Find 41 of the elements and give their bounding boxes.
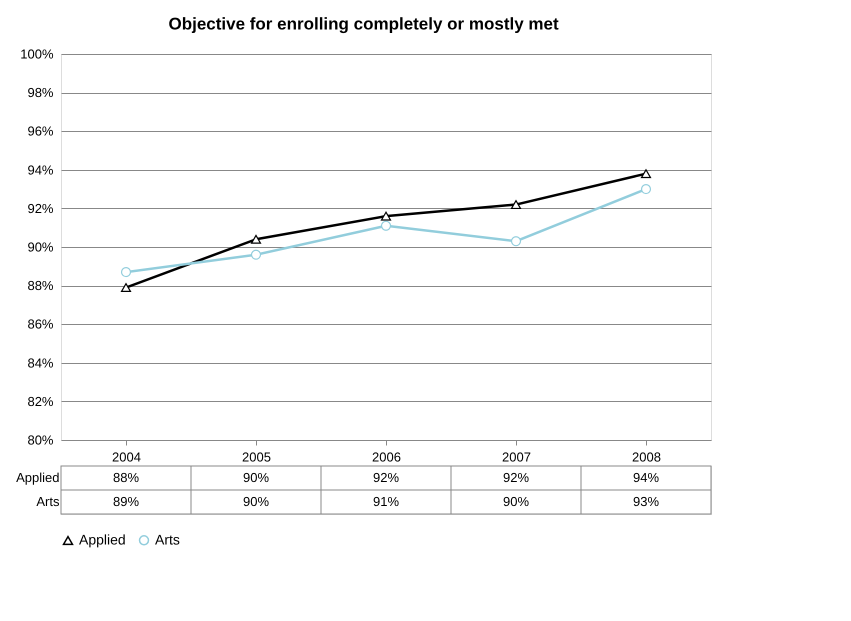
text: Applied <box>16 470 60 485</box>
point <box>380 212 392 221</box>
legend-label: Arts <box>155 531 180 548</box>
y-tick-label: 90% <box>27 240 54 254</box>
data-label: 90% <box>502 494 530 509</box>
y-tick-label: 80% <box>27 432 54 448</box>
point <box>510 200 522 210</box>
y-tick-label: 92% <box>27 200 54 216</box>
x-tick-label: 2006 <box>372 450 401 464</box>
point <box>120 267 132 278</box>
y-tick-label: 94% <box>27 162 54 178</box>
data-label: 88% <box>112 470 140 485</box>
point <box>250 250 262 260</box>
point <box>120 283 132 292</box>
point <box>250 234 262 244</box>
data-label: 90% <box>242 470 270 485</box>
point <box>380 220 392 231</box>
data-label: 94% <box>632 470 660 485</box>
x-tick-label: 2007 <box>502 450 531 464</box>
data-label: 92% <box>372 470 400 485</box>
point <box>640 169 652 178</box>
point <box>640 184 652 194</box>
x-tick-label: 2008 <box>632 450 661 464</box>
point <box>510 236 522 246</box>
y-tick-label: 86% <box>27 316 54 332</box>
data-label: 92% <box>502 470 530 485</box>
chart-title: Objective for enrolling completely or mostly met <box>168 14 559 34</box>
y-tick-label: 82% <box>27 394 54 409</box>
text: Arts <box>36 494 60 509</box>
data-label: 93% <box>632 494 660 509</box>
legend-label: Applied <box>79 532 126 548</box>
x-tick-label: 2005 <box>242 450 271 464</box>
data-label: 91% <box>372 494 400 509</box>
y-tick-label: 84% <box>27 355 54 370</box>
y-tick-label: 96% <box>27 124 54 139</box>
y-tick-label: 98% <box>27 85 54 100</box>
y-tick-label: 100% <box>20 46 54 62</box>
data-label: 89% <box>112 494 140 509</box>
data-label: 90% <box>242 494 270 509</box>
y-tick-label: 88% <box>27 278 54 294</box>
x-tick-label: 2004 <box>112 450 141 464</box>
